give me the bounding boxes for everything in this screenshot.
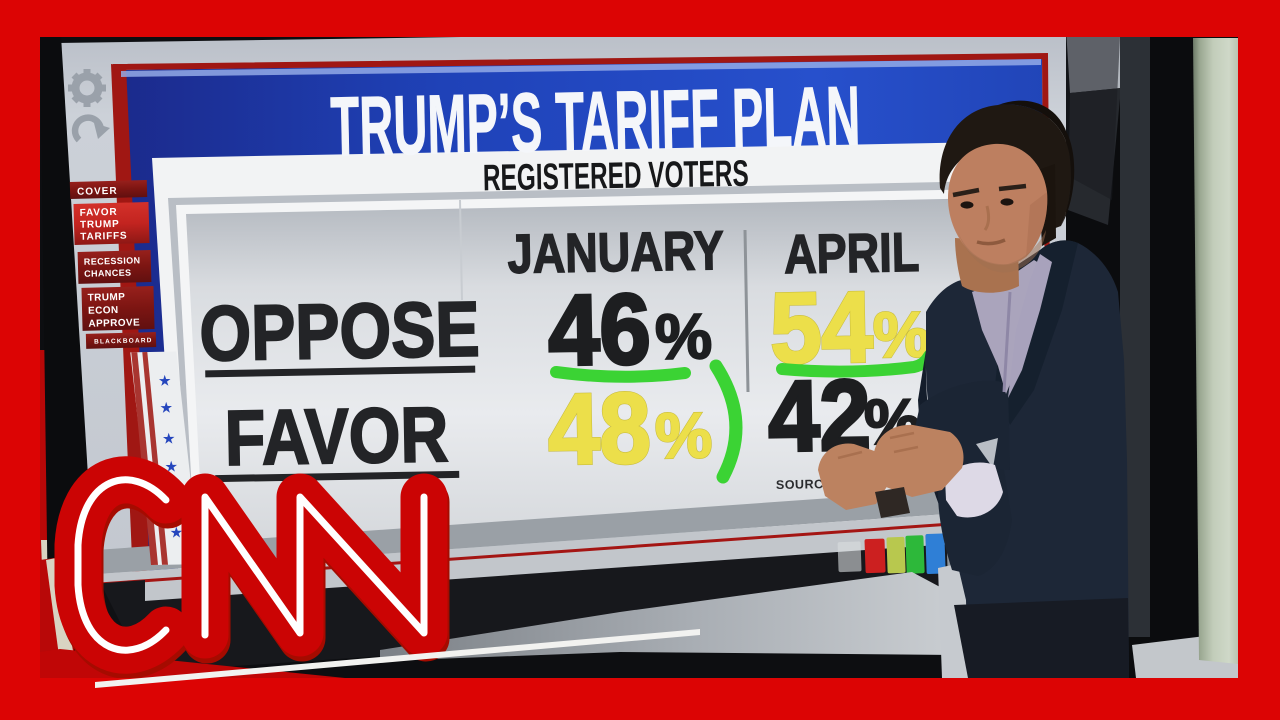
svg-text:%: % [654, 300, 712, 373]
svg-text:★: ★ [159, 400, 173, 417]
svg-text:COVER: COVER [77, 186, 118, 198]
svg-text:FAVOR: FAVOR [224, 391, 449, 482]
svg-text:48: 48 [547, 373, 651, 486]
svg-text:%: % [654, 399, 712, 472]
svg-text:OPPOSE: OPPOSE [199, 286, 480, 378]
svg-text:TRUMP’S TARIFF PLAN: TRUMP’S TARIFF PLAN [330, 69, 861, 174]
svg-text:REGISTERED VOTERS: REGISTERED VOTERS [483, 153, 749, 199]
svg-text:RECESSION: RECESSION [84, 255, 141, 266]
svg-text:BLACKBOARD: BLACKBOARD [94, 337, 153, 346]
svg-text:★: ★ [162, 431, 176, 448]
svg-text:%: % [654, 399, 712, 472]
svg-text:%: % [872, 298, 930, 371]
svg-text:APPROVE: APPROVE [88, 317, 140, 329]
svg-text:TRUMP: TRUMP [80, 219, 120, 231]
svg-text:TRUMP: TRUMP [88, 292, 126, 304]
svg-text:ECON: ECON [88, 305, 119, 317]
svg-text:48: 48 [547, 373, 651, 486]
svg-text:★: ★ [170, 524, 184, 541]
svg-text:APRIL: APRIL [783, 221, 919, 286]
svg-text:TARIFFS: TARIFFS [80, 231, 127, 243]
svg-text:★: ★ [158, 373, 172, 390]
svg-text:CHANCES: CHANCES [84, 268, 132, 279]
svg-text:JANUARY: JANUARY [507, 219, 724, 285]
svg-text:FAVOR: FAVOR [80, 207, 118, 219]
